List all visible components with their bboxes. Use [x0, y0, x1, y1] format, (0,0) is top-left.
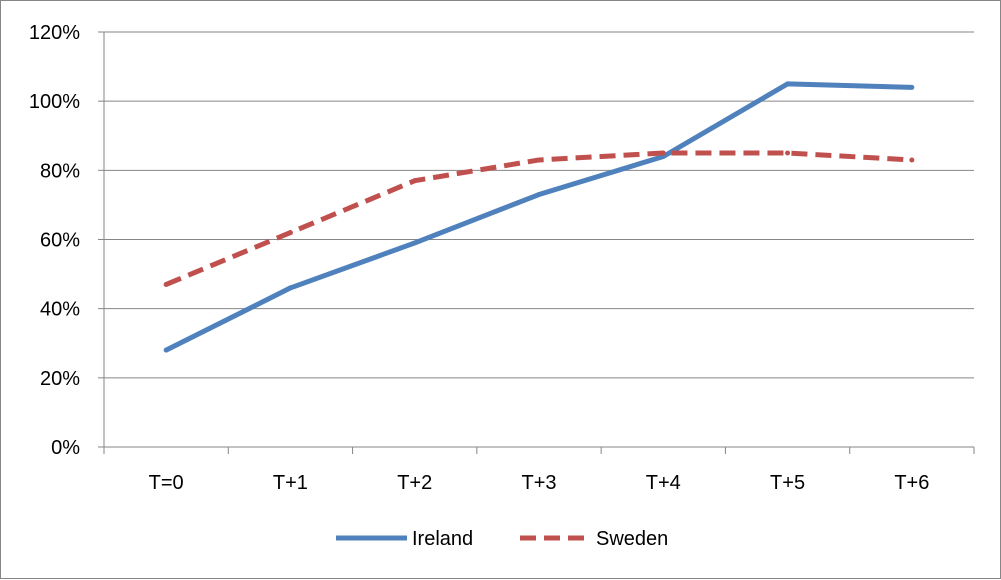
x-tick-label: T+1 [273, 472, 308, 494]
y-tick-label: 120% [29, 22, 80, 44]
y-tick-label: 80% [40, 160, 80, 182]
data-point-sweden [785, 150, 791, 156]
x-tick-label: T+4 [646, 472, 681, 494]
series-lines [163, 81, 915, 353]
x-tick-label: T+2 [397, 472, 432, 494]
data-point-sweden [412, 178, 418, 184]
legend: Ireland Sweden [336, 528, 668, 550]
data-point-sweden [536, 157, 542, 163]
data-point-ireland [536, 192, 542, 198]
legend-label-sweden: Sweden [596, 528, 668, 550]
data-point-ireland [909, 84, 915, 90]
legend-label-ireland: Ireland [412, 528, 473, 550]
y-tick-label: 100% [29, 91, 80, 113]
y-tick-label: 20% [40, 368, 80, 390]
x-tick-label: T+3 [521, 472, 556, 494]
data-point-sweden [287, 230, 293, 236]
y-tick-label: 0% [51, 437, 80, 459]
data-point-sweden [909, 157, 915, 163]
data-point-sweden [163, 281, 169, 287]
data-point-ireland [785, 81, 791, 87]
x-tick-label: T=0 [149, 472, 184, 494]
series-line-sweden [165, 150, 912, 287]
series-line-ireland [165, 81, 912, 353]
y-tick-label: 40% [40, 299, 80, 321]
data-point-ireland [412, 240, 418, 246]
y-tick-label: 60% [40, 230, 80, 252]
x-tick-label: T+5 [770, 472, 805, 494]
data-point-ireland [287, 285, 293, 291]
data-point-sweden [660, 150, 666, 156]
axes: 0% 20% 40% 60% 80% 100% 120% T=0 T+1 T+2 T+3 T+4 T+5… [29, 22, 975, 494]
x-tick-label: T+6 [894, 472, 929, 494]
data-point-ireland [163, 347, 169, 353]
